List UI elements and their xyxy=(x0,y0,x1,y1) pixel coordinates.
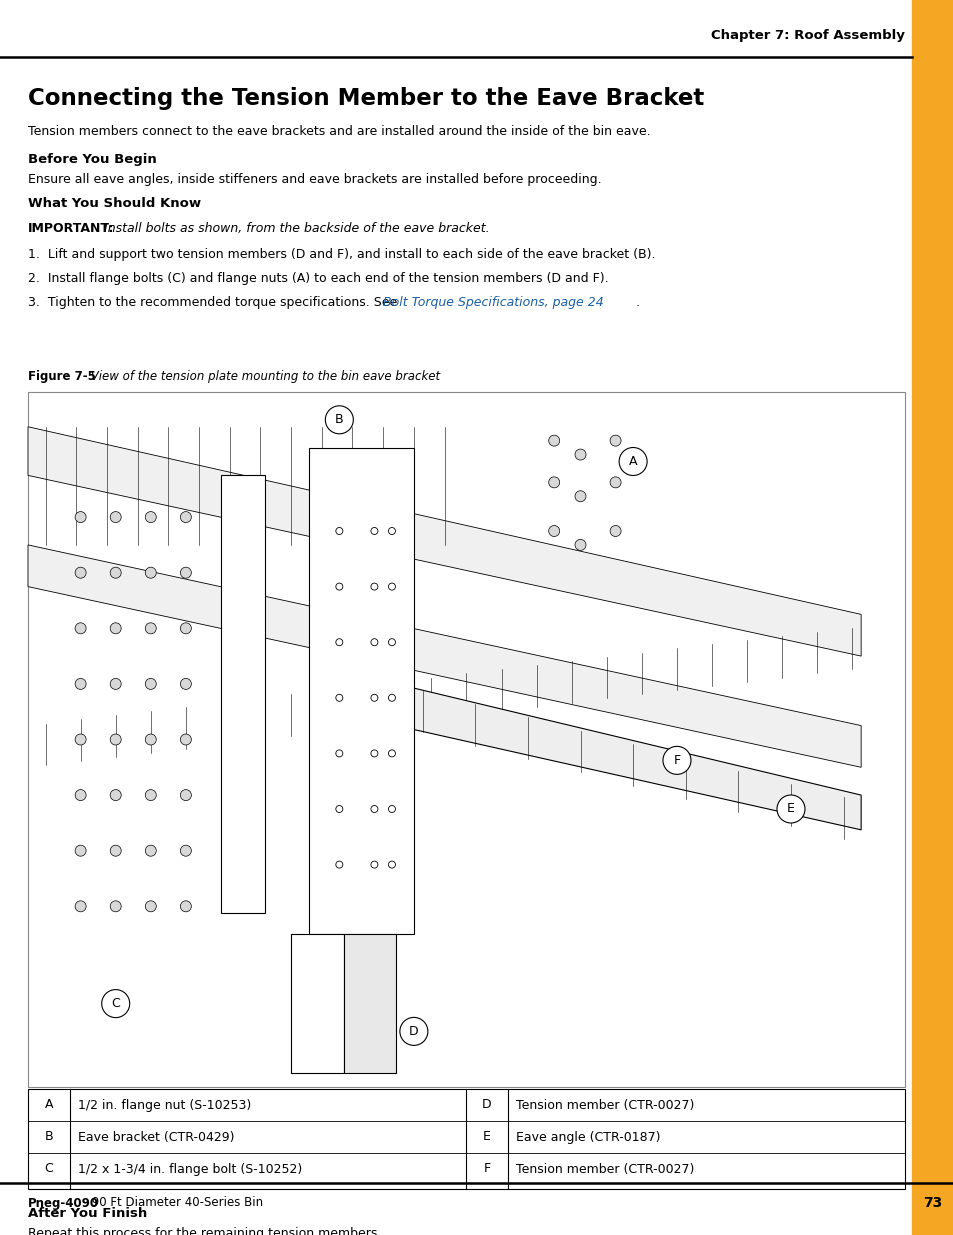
Circle shape xyxy=(102,989,130,1018)
Bar xyxy=(911,0,953,1235)
Circle shape xyxy=(111,845,121,856)
Text: 1/2 in. flange nut (S-10253): 1/2 in. flange nut (S-10253) xyxy=(78,1098,251,1112)
Circle shape xyxy=(75,789,86,800)
Text: After You Finish: After You Finish xyxy=(28,1207,147,1220)
Text: .: . xyxy=(636,296,639,309)
Bar xyxy=(28,391,904,1087)
Text: C: C xyxy=(112,997,120,1010)
Circle shape xyxy=(325,406,353,433)
Text: 3.  Tighten to the recommended torque specifications. See: 3. Tighten to the recommended torque spe… xyxy=(28,296,401,309)
Circle shape xyxy=(662,746,690,774)
Circle shape xyxy=(111,734,121,745)
Circle shape xyxy=(618,447,646,475)
Text: Tension members connect to the eave brackets and are installed around the inside: Tension members connect to the eave brac… xyxy=(28,125,650,138)
Circle shape xyxy=(180,734,192,745)
Polygon shape xyxy=(28,545,861,767)
Polygon shape xyxy=(291,934,343,1073)
Text: F: F xyxy=(673,753,679,767)
Circle shape xyxy=(180,789,192,800)
Text: Eave bracket (CTR-0429): Eave bracket (CTR-0429) xyxy=(78,1130,234,1144)
Text: Connecting the Tension Member to the Eave Bracket: Connecting the Tension Member to the Eav… xyxy=(28,86,703,110)
Text: 73: 73 xyxy=(923,1195,942,1210)
Circle shape xyxy=(548,477,559,488)
Text: Pneg-4090: Pneg-4090 xyxy=(28,1197,99,1209)
Polygon shape xyxy=(395,684,861,830)
Text: Figure 7-5: Figure 7-5 xyxy=(28,370,95,383)
Text: Ensure all eave angles, inside stiffeners and eave brackets are installed before: Ensure all eave angles, inside stiffener… xyxy=(28,173,601,186)
Circle shape xyxy=(575,450,585,461)
Text: A: A xyxy=(45,1098,53,1112)
Circle shape xyxy=(111,567,121,578)
Circle shape xyxy=(75,900,86,911)
Circle shape xyxy=(180,678,192,689)
Text: D: D xyxy=(409,1025,418,1037)
Circle shape xyxy=(145,567,156,578)
Circle shape xyxy=(75,567,86,578)
Text: B: B xyxy=(45,1130,53,1144)
Circle shape xyxy=(145,900,156,911)
Polygon shape xyxy=(28,427,861,656)
Circle shape xyxy=(145,734,156,745)
Text: Bolt Torque Specifications, page 24: Bolt Torque Specifications, page 24 xyxy=(382,296,603,309)
Text: View of the tension plate mounting to the bin eave bracket: View of the tension plate mounting to th… xyxy=(87,370,439,383)
Circle shape xyxy=(111,511,121,522)
Circle shape xyxy=(180,900,192,911)
Circle shape xyxy=(145,845,156,856)
Circle shape xyxy=(399,1018,428,1045)
Polygon shape xyxy=(221,475,265,913)
Circle shape xyxy=(145,511,156,522)
Circle shape xyxy=(75,678,86,689)
Circle shape xyxy=(111,900,121,911)
Circle shape xyxy=(75,511,86,522)
Circle shape xyxy=(145,678,156,689)
Text: 90 Ft Diameter 40-Series Bin: 90 Ft Diameter 40-Series Bin xyxy=(88,1197,263,1209)
Text: B: B xyxy=(335,414,343,426)
Text: F: F xyxy=(483,1162,490,1176)
Text: What You Should Know: What You Should Know xyxy=(28,198,201,210)
Polygon shape xyxy=(343,934,395,1073)
Circle shape xyxy=(548,435,559,446)
Circle shape xyxy=(75,622,86,634)
Bar xyxy=(28,1089,904,1189)
Circle shape xyxy=(145,622,156,634)
Polygon shape xyxy=(309,447,414,934)
Text: Before You Begin: Before You Begin xyxy=(28,153,156,165)
Circle shape xyxy=(75,845,86,856)
Text: 2.  Install flange bolts (C) and flange nuts (A) to each end of the tension memb: 2. Install flange bolts (C) and flange n… xyxy=(28,272,608,285)
Circle shape xyxy=(610,477,620,488)
Text: D: D xyxy=(481,1098,492,1112)
Circle shape xyxy=(610,435,620,446)
Circle shape xyxy=(776,795,804,823)
Text: Eave angle (CTR-0187): Eave angle (CTR-0187) xyxy=(516,1130,659,1144)
Text: Tension member (CTR-0027): Tension member (CTR-0027) xyxy=(516,1162,694,1176)
Text: A: A xyxy=(628,454,637,468)
Circle shape xyxy=(575,540,585,551)
Circle shape xyxy=(575,490,585,501)
Text: 1.  Lift and support two tension members (D and F), and install to each side of : 1. Lift and support two tension members … xyxy=(28,248,655,261)
Circle shape xyxy=(610,526,620,536)
Text: Install bolts as shown, from the backside of the eave bracket.: Install bolts as shown, from the backsid… xyxy=(100,222,489,235)
Circle shape xyxy=(180,622,192,634)
Circle shape xyxy=(145,789,156,800)
Circle shape xyxy=(180,845,192,856)
Text: E: E xyxy=(786,803,794,815)
Circle shape xyxy=(548,526,559,536)
Circle shape xyxy=(111,789,121,800)
Circle shape xyxy=(111,622,121,634)
Circle shape xyxy=(75,734,86,745)
Text: Chapter 7: Roof Assembly: Chapter 7: Roof Assembly xyxy=(710,28,904,42)
Text: Repeat this process for the remaining tension members.: Repeat this process for the remaining te… xyxy=(28,1228,381,1235)
Text: Tension member (CTR-0027): Tension member (CTR-0027) xyxy=(516,1098,694,1112)
Text: C: C xyxy=(45,1162,53,1176)
Text: E: E xyxy=(482,1130,491,1144)
Text: IMPORTANT:: IMPORTANT: xyxy=(28,222,114,235)
Circle shape xyxy=(111,678,121,689)
Circle shape xyxy=(180,567,192,578)
Text: 1/2 x 1-3/4 in. flange bolt (S-10252): 1/2 x 1-3/4 in. flange bolt (S-10252) xyxy=(78,1162,302,1176)
Circle shape xyxy=(180,511,192,522)
